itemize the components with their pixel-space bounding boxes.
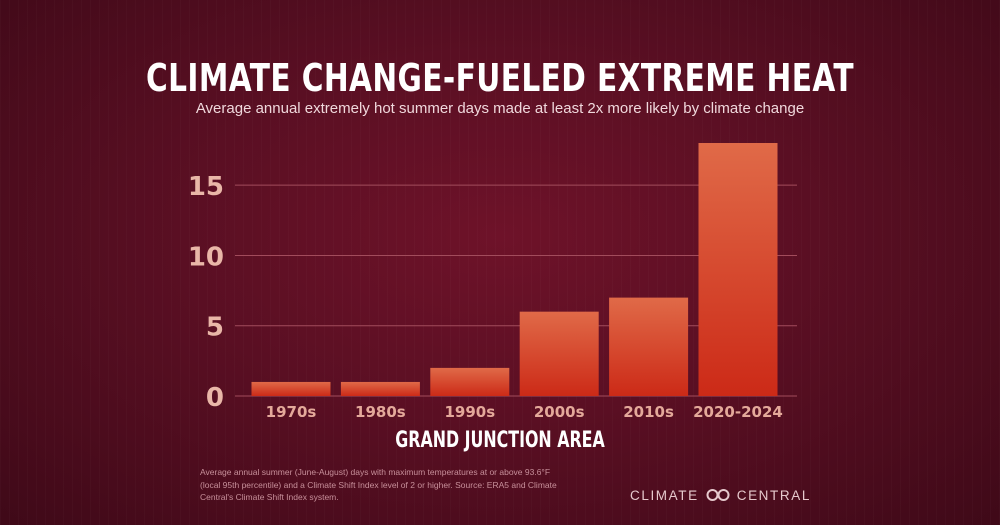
bar-2020-2024: [698, 143, 778, 396]
x-tick-label: 2000s: [534, 403, 585, 421]
bar-1990s: [430, 367, 510, 396]
x-axis-ticks: 1970s 1980s 1990s 2000s 2010s 2020-2024: [266, 403, 783, 421]
x-tick-label: 1990s: [444, 403, 495, 421]
chart-title: CLIMATE CHANGE-FUELED EXTREME HEAT: [145, 56, 854, 100]
y-axis-ticks: 0 5 10 15: [188, 172, 224, 413]
bar-2010s: [609, 297, 689, 396]
bars: [251, 143, 778, 396]
logo-text-right: CENTRAL: [736, 487, 811, 503]
footnote: Average annual summer (June-August) days…: [200, 467, 557, 502]
chart-subtitle: Average annual extremely hot summer days…: [195, 100, 805, 117]
climate-central-logo: CLIMATE CENTRAL: [630, 486, 811, 504]
bar-2000s: [519, 311, 599, 396]
x-tick-label: 2020-2024: [693, 403, 783, 421]
x-tick-label: 1970s: [266, 403, 317, 421]
x-tick-label: 1980s: [355, 403, 406, 421]
logo-text-left: CLIMATE: [630, 487, 699, 503]
x-tick-label: 2010s: [623, 403, 674, 421]
y-tick-label: 15: [188, 172, 224, 202]
bar-1980s: [340, 381, 420, 396]
y-tick-label: 5: [206, 313, 224, 343]
y-tick-label: 10: [188, 242, 224, 272]
x-axis-label: GRAND JUNCTION AREA: [395, 428, 605, 453]
bar-1970s: [251, 381, 331, 396]
y-tick-label: 0: [206, 383, 224, 413]
infinity-icon: [706, 489, 730, 501]
